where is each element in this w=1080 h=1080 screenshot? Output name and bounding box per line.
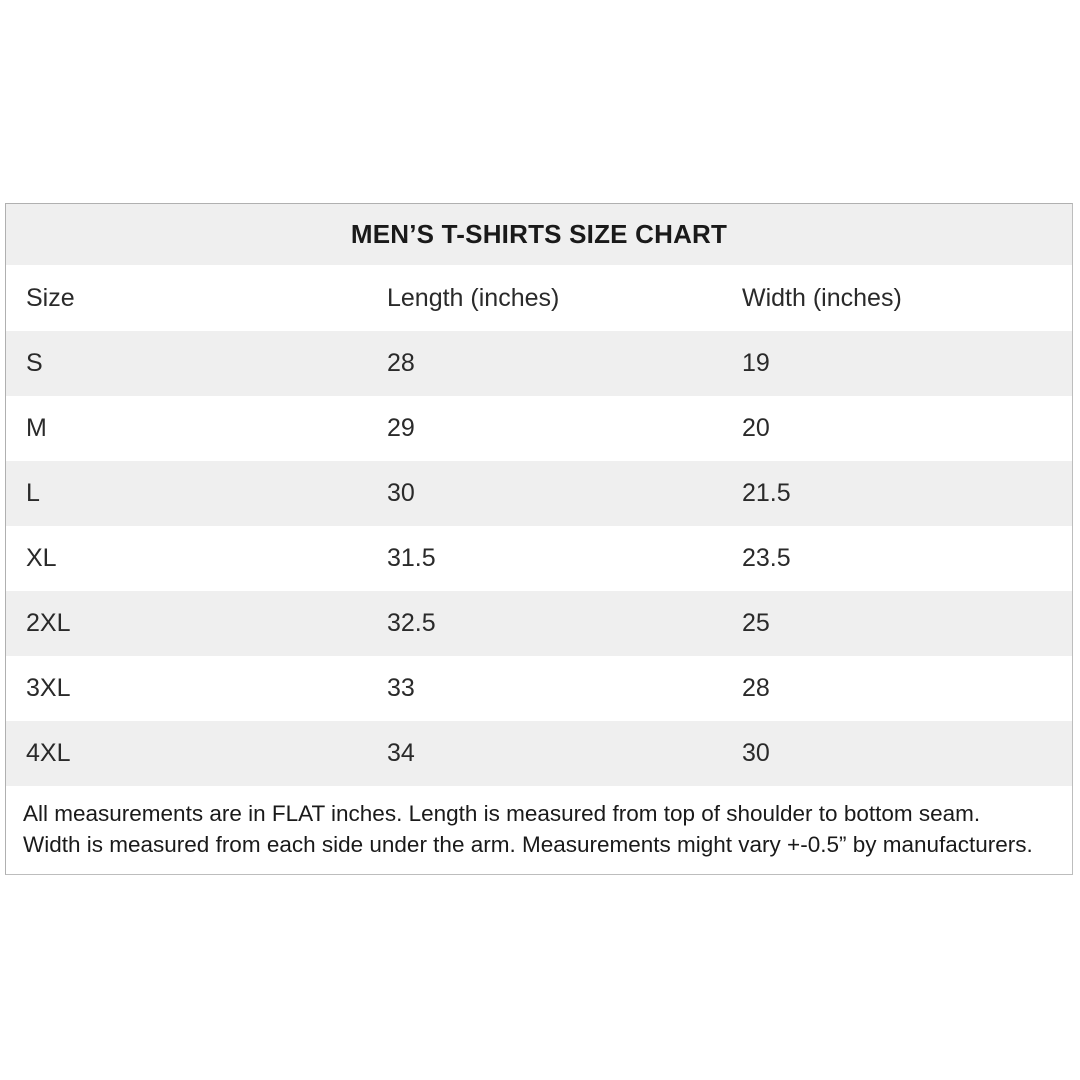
- cell-size: 3XL: [26, 674, 71, 702]
- table-row: 2XL 32.5 25: [6, 591, 1072, 656]
- cell-length: 34: [387, 739, 415, 767]
- table-header-row: Size Length (inches) Width (inches): [6, 265, 1072, 331]
- cell-length: 31.5: [387, 544, 436, 572]
- size-chart-table: Size Length (inches) Width (inches) S 28…: [6, 265, 1072, 786]
- size-chart-title-row: MEN’S T-SHIRTS SIZE CHART: [6, 204, 1072, 265]
- table-row: XL 31.5 23.5: [6, 526, 1072, 591]
- measurement-note-line-1: All measurements are in FLAT inches. Len…: [23, 801, 981, 826]
- cell-width: 23.5: [742, 544, 791, 572]
- cell-width: 21.5: [742, 479, 791, 507]
- cell-length: 33: [387, 674, 415, 702]
- cell-length: 29: [387, 414, 415, 442]
- column-header-size: Size: [26, 283, 75, 312]
- table-body: S 28 19 M 29 20 L 30 21.5 XL 31.5 23: [6, 331, 1072, 786]
- cell-width: 19: [742, 349, 770, 377]
- column-header-length: Length (inches): [387, 283, 560, 312]
- table-row: 4XL 34 30: [6, 721, 1072, 786]
- table-row: S 28 19: [6, 331, 1072, 396]
- size-chart-card: MEN’S T-SHIRTS SIZE CHART Size Length (i…: [5, 203, 1073, 875]
- table-row: 3XL 33 28: [6, 656, 1072, 721]
- measurement-note-line-2: Width is measured from each side under t…: [23, 832, 1033, 857]
- cell-length: 30: [387, 479, 415, 507]
- cell-size: 2XL: [26, 609, 71, 637]
- cell-size: 4XL: [26, 739, 71, 767]
- cell-size: M: [26, 414, 47, 442]
- measurement-note: All measurements are in FLAT inches. Len…: [6, 786, 1072, 874]
- table-header: Size Length (inches) Width (inches): [6, 265, 1072, 331]
- cell-size: S: [26, 349, 43, 377]
- cell-width: 30: [742, 739, 770, 767]
- column-header-width: Width (inches): [742, 283, 902, 312]
- cell-width: 25: [742, 609, 770, 637]
- cell-size: L: [26, 479, 40, 507]
- table-row: M 29 20: [6, 396, 1072, 461]
- cell-width: 20: [742, 414, 770, 442]
- cell-length: 28: [387, 349, 415, 377]
- cell-size: XL: [26, 544, 57, 572]
- cell-width: 28: [742, 674, 770, 702]
- page-title: MEN’S T-SHIRTS SIZE CHART: [350, 219, 728, 249]
- table-row: L 30 21.5: [6, 461, 1072, 526]
- cell-length: 32.5: [387, 609, 436, 637]
